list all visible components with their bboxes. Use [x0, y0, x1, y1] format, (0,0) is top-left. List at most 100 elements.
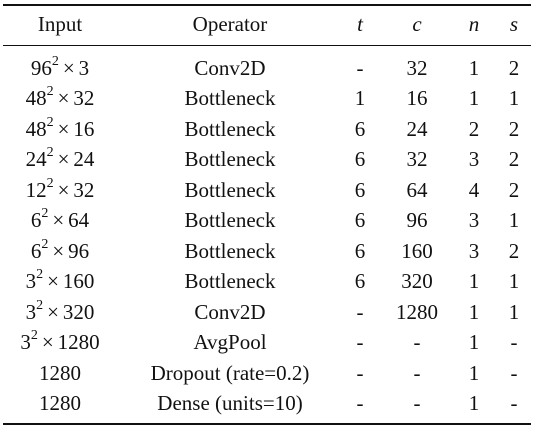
input-shape-value: 1280	[39, 390, 81, 415]
input-shape-cell: 482 × 16	[0, 114, 120, 144]
input-shape-cell: 1280	[0, 358, 120, 388]
s-cell: -	[510, 330, 518, 355]
input-exponent: 2	[36, 267, 44, 283]
c-cell: 160	[401, 238, 433, 263]
header-operator: Operator	[192, 12, 268, 36]
s-cell: -	[510, 390, 518, 415]
input-shape-cell: 32 × 160	[0, 266, 120, 296]
operator-cell: Bottleneck	[184, 147, 276, 172]
multiply-sign: ×	[57, 177, 70, 202]
n-cell: 3	[468, 238, 480, 263]
table-row: 1280 Dense (units=10) - - 1 -	[0, 388, 534, 418]
t-cell: 1	[354, 86, 366, 111]
input-channels: 16	[73, 116, 95, 141]
input-exponent: 2	[41, 236, 49, 252]
multiply-sign: ×	[57, 116, 70, 141]
t-cell: 6	[354, 177, 366, 202]
s-cell: 2	[508, 238, 520, 263]
t-cell: 6	[354, 269, 366, 294]
s-cell: 2	[508, 147, 520, 172]
table-row: 1280 Dropout (rate=0.2) - - 1 -	[0, 358, 534, 388]
multiply-sign: ×	[47, 299, 59, 324]
header-n: n	[468, 12, 480, 36]
input-channels: 32	[73, 177, 95, 202]
input-shape-cell: 122 × 32	[0, 175, 120, 205]
n-cell: 1	[468, 56, 480, 80]
input-channels: 32	[73, 86, 95, 111]
header-c: c	[412, 12, 422, 36]
input-spatial-size: 6	[30, 208, 42, 233]
input-spatial-size: 48	[25, 116, 47, 141]
n-cell: 1	[468, 330, 480, 355]
input-shape-value: 1280	[39, 360, 81, 385]
input-exponent: 2	[36, 297, 44, 313]
c-cell: 32	[406, 147, 428, 172]
t-cell: -	[356, 299, 364, 324]
input-channels: 64	[68, 208, 90, 233]
n-cell: 1	[468, 360, 480, 385]
table-bottom-rule	[3, 423, 531, 425]
table-row: 62 × 64 Bottleneck 6 96 3 1	[0, 205, 534, 235]
table-header-row: Input Operator t c n s	[0, 9, 534, 39]
operator-cell: Bottleneck	[184, 269, 276, 294]
n-cell: 1	[468, 299, 480, 324]
table-top-rule	[3, 4, 531, 6]
multiply-sign: ×	[41, 330, 54, 355]
input-shape-cell: 32 × 1280	[0, 327, 120, 357]
s-cell: 1	[508, 299, 520, 324]
input-shape-cell: 242 × 24	[0, 144, 120, 174]
n-cell: 3	[468, 208, 480, 233]
s-cell: 2	[508, 116, 520, 141]
c-cell: 24	[406, 116, 428, 141]
operator-cell: Bottleneck	[184, 208, 276, 233]
input-spatial-size: 3	[20, 330, 31, 355]
table-row: 482 × 16 Bottleneck 6 24 2 2	[0, 114, 534, 144]
input-shape-cell: 32 × 320	[0, 297, 120, 327]
n-cell: 1	[468, 390, 480, 415]
operator-cell: Dense (units=10)	[157, 390, 303, 415]
s-cell: -	[510, 360, 518, 385]
input-exponent: 2	[51, 54, 59, 69]
multiply-sign: ×	[62, 56, 75, 80]
operator-cell: Bottleneck	[184, 86, 276, 111]
input-exponent: 2	[41, 206, 49, 222]
c-cell: 320	[401, 269, 433, 294]
multiply-sign: ×	[47, 269, 59, 294]
input-channels: 320	[62, 299, 95, 324]
table-row: 962 × 3 Conv2D -32 1 2	[0, 53, 534, 83]
s-cell: 1	[508, 86, 520, 111]
input-shape-cell: 482 × 32	[0, 83, 120, 113]
input-exponent: 2	[46, 114, 54, 130]
input-exponent: 2	[46, 175, 54, 191]
c-cell: -	[413, 390, 421, 415]
multiply-sign: ×	[52, 238, 65, 263]
multiply-sign: ×	[57, 86, 70, 111]
input-exponent: 2	[30, 328, 38, 344]
n-cell: 1	[468, 269, 480, 294]
s-cell: 2	[508, 56, 520, 80]
s-cell: 2	[508, 177, 520, 202]
header-input: Input	[37, 12, 83, 36]
input-spatial-size: 3	[25, 269, 37, 294]
input-channels: 3	[78, 56, 90, 80]
operator-cell: Conv2D	[194, 299, 266, 324]
table-row: 32 × 1280 AvgPool - - 1 -	[0, 327, 534, 357]
input-channels: 160	[62, 269, 95, 294]
table-row: 32 × 160 Bottleneck 6 320 1 1	[0, 266, 534, 296]
operator-cell: AvgPool	[193, 330, 267, 355]
input-spatial-size: 48	[25, 86, 47, 111]
table-row: 482 × 32 Bottleneck 1 16 1 1	[0, 83, 534, 113]
input-shape-cell: 1280	[0, 388, 120, 418]
input-spatial-size: 6	[30, 238, 42, 263]
input-spatial-size: 24	[25, 147, 47, 172]
input-spatial-size: 12	[25, 177, 47, 202]
n-cell: 4	[468, 177, 480, 202]
table-row: 32 × 320 Conv2D - 1280 1 1	[0, 297, 534, 327]
n-cell: 1	[468, 86, 480, 111]
input-spatial-size: 3	[25, 299, 37, 324]
t-cell: 6	[354, 116, 366, 141]
input-shape-cell: 62 × 64	[0, 205, 120, 235]
c-cell: 1280	[396, 299, 438, 324]
multiply-sign: ×	[52, 208, 65, 233]
input-spatial-size: 96	[30, 56, 52, 80]
